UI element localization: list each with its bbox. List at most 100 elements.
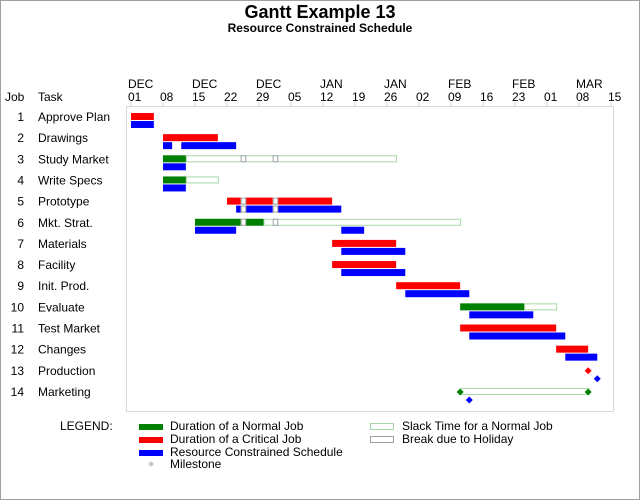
row-task-name: Mkt. Strat. (38, 216, 93, 230)
resource-bar (163, 142, 173, 150)
critical-bar (227, 197, 241, 205)
legend-swatch-slack (370, 423, 394, 430)
resource-bar (565, 353, 598, 361)
critical-bar (460, 324, 557, 332)
normal-bar (460, 303, 525, 311)
critical-bar (332, 239, 397, 247)
holiday-break (240, 155, 247, 163)
legend-label-resource: Resource Constrained Schedule (170, 445, 343, 459)
critical-bar (332, 261, 397, 269)
milestone-marker (584, 388, 592, 396)
milestone-marker (456, 388, 464, 396)
legend-label-slack: Slack Time for a Normal Job (402, 419, 553, 433)
critical-bar (245, 197, 273, 205)
legend-label-normal: Duration of a Normal Job (170, 419, 304, 433)
x-tick-label: 08 (576, 90, 590, 104)
resource-bar (131, 121, 154, 128)
critical-bar (131, 113, 154, 120)
x-tick-label: 01 (128, 90, 142, 104)
critical-bar (163, 134, 218, 142)
legend-label-milestone: Milestone (170, 457, 222, 471)
resource-bar (341, 226, 365, 234)
x-tick-label: 05 (288, 90, 302, 104)
x-tick-label: 26 (384, 90, 398, 104)
holiday-break (272, 197, 279, 205)
critical-bar (556, 345, 589, 353)
resource-bar (236, 205, 241, 213)
holiday-break (240, 197, 247, 205)
legend-swatch-critical (139, 437, 163, 443)
plot-frame (126, 106, 614, 412)
row-job-number: 11 (12, 322, 25, 336)
slack-bar (185, 155, 398, 163)
resource-bar (163, 184, 186, 192)
x-tick-month: DEC (256, 77, 282, 91)
x-tick-label: 01 (544, 90, 558, 104)
x-tick-label: 09 (448, 90, 462, 104)
x-tick-month: JAN (320, 77, 343, 91)
row-job-number: 5 (17, 195, 24, 209)
row-job-number: 2 (17, 131, 24, 145)
resource-milestone-marker (593, 375, 601, 383)
x-tick-label: 22 (224, 90, 238, 104)
row-task-name: Init. Prod. (38, 279, 89, 293)
normal-bar (245, 218, 264, 226)
resource-bar (341, 269, 406, 277)
holiday-break (272, 155, 279, 163)
legend-title: LEGEND: (60, 419, 113, 433)
x-tick-label: 15 (192, 90, 206, 104)
holiday-break (272, 218, 279, 226)
legend-swatch-holiday (370, 436, 394, 443)
holiday-break (240, 205, 247, 213)
x-tick-label: 08 (160, 90, 174, 104)
resource-bar (181, 142, 237, 150)
slack-bar (524, 303, 558, 311)
row-task-name: Approve Plan (38, 110, 110, 124)
x-tick-month: JAN (384, 77, 407, 91)
row-job-number: 12 (11, 343, 25, 357)
legend-swatch-resource (139, 450, 163, 456)
slack-bar (263, 218, 462, 226)
critical-bar (396, 282, 461, 290)
x-tick-label: 29 (256, 90, 270, 104)
critical-bar (277, 197, 333, 205)
resource-bar (163, 163, 186, 171)
holiday-break (272, 205, 279, 213)
legend-swatch-normal (139, 424, 163, 430)
row-job-number: 4 (17, 173, 24, 187)
milestone-marker (584, 367, 592, 375)
legend-label-critical: Duration of a Critical Job (170, 432, 302, 446)
slack-bar (185, 176, 219, 184)
resource-bar (277, 205, 342, 213)
resource-bar (195, 226, 237, 234)
x-tick-label: 12 (320, 90, 334, 104)
x-tick-label: 19 (352, 90, 366, 104)
row-job-number: 14 (11, 385, 25, 399)
row-job-number: 6 (17, 216, 24, 230)
slack-bar (460, 387, 590, 395)
normal-bar (163, 176, 186, 184)
row-task-name: Facility (38, 258, 75, 272)
row-task-name: Materials (38, 237, 87, 251)
x-tick-label: 23 (512, 90, 526, 104)
row-task-name: Evaluate (38, 300, 85, 314)
resource-bar (469, 311, 534, 319)
chart-title: Gantt Example 13 (244, 2, 396, 22)
legend-swatch-milestone (148, 461, 154, 467)
row-job-number: 13 (11, 364, 25, 378)
row-task-name: Changes (38, 343, 86, 357)
column-header-job: Job (5, 90, 25, 104)
x-tick-label: 16 (480, 90, 494, 104)
resource-milestone-marker (465, 396, 473, 404)
x-tick-month: DEC (192, 77, 218, 91)
row-task-name: Production (38, 364, 95, 378)
resource-bar (405, 290, 470, 298)
row-job-number: 1 (17, 110, 24, 124)
row-job-number: 8 (17, 258, 24, 272)
x-tick-label: 15 (608, 90, 622, 104)
legend-label-holiday: Break due to Holiday (402, 432, 514, 446)
normal-bar (163, 155, 186, 163)
holiday-break (240, 218, 247, 226)
resource-bar (469, 332, 566, 340)
